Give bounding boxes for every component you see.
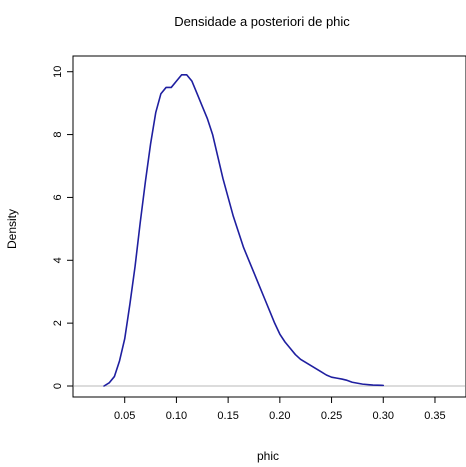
x-tick-label: 0.15 — [217, 410, 238, 422]
x-axis: 0.05 0.10 0.15 0.20 0.25 0.30 0.35 — [114, 397, 446, 422]
x-tick-label: 0.35 — [424, 410, 445, 422]
y-axis-label: Density — [5, 209, 19, 249]
y-axis: 0 2 4 6 8 10 — [52, 66, 73, 389]
x-tick-label: 0.25 — [321, 410, 342, 422]
x-tick-label: 0.30 — [373, 410, 394, 422]
x-tick-label: 0.05 — [114, 410, 135, 422]
plot-frame — [72, 55, 466, 398]
density-curve — [103, 74, 385, 387]
y-tick-label: 10 — [52, 66, 64, 78]
x-axis-label: phic — [257, 449, 279, 463]
y-tick-label: 6 — [52, 194, 64, 200]
x-tick-label: 0.20 — [269, 410, 290, 422]
y-tick-label: 0 — [52, 383, 64, 389]
y-tick-label: 2 — [52, 320, 64, 326]
x-tick-label: 0.10 — [166, 410, 187, 422]
chart-title: Densidade a posteriori de phic — [174, 14, 350, 29]
y-tick-label: 4 — [52, 257, 64, 263]
y-tick-label: 8 — [52, 132, 64, 138]
